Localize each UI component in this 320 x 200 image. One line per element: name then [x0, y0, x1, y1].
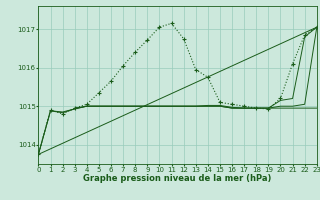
- X-axis label: Graphe pression niveau de la mer (hPa): Graphe pression niveau de la mer (hPa): [84, 174, 272, 183]
